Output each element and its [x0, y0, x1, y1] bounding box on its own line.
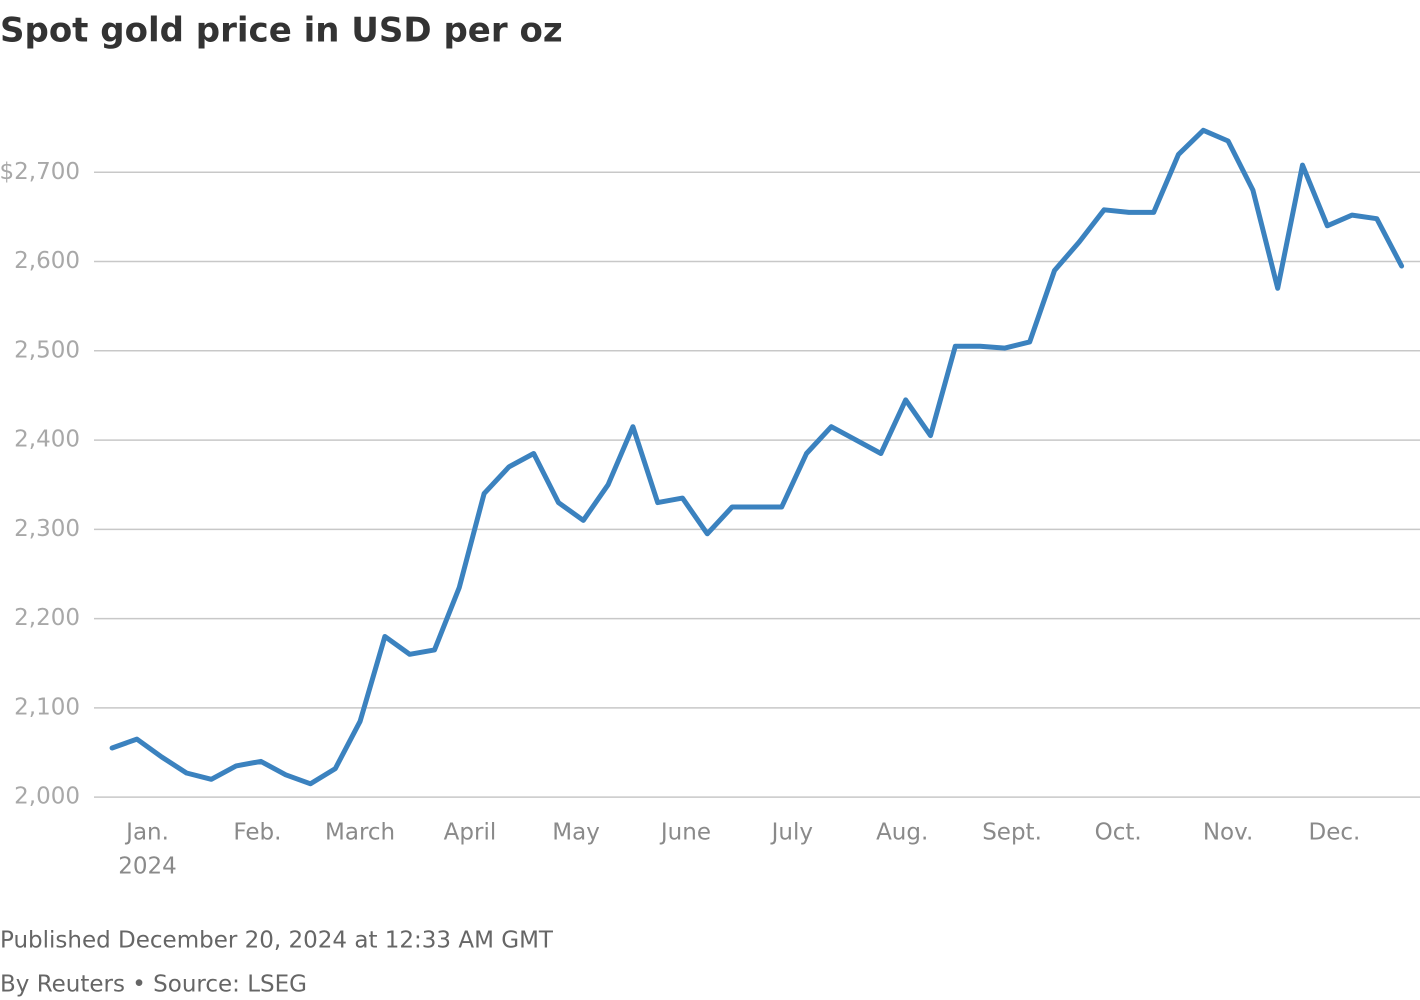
chart-title: Spot gold price in USD per oz [0, 11, 563, 51]
x-tick-label: Feb. [233, 820, 281, 846]
y-tick-label: 2,100 [14, 694, 80, 720]
x-tick-label: Dec. [1309, 820, 1361, 846]
x-tick-label: Oct. [1095, 820, 1142, 846]
x-tick-year: 2024 [118, 854, 177, 880]
y-tick-label: 2,200 [14, 605, 80, 631]
x-tick-label: April [444, 820, 497, 846]
x-tick-label: Sept. [982, 820, 1042, 846]
x-tick-label: July [770, 820, 813, 846]
published: Published December 20, 2024 at 12:33 AM … [0, 928, 554, 954]
x-tick-label: May [552, 820, 600, 846]
x-tick-label: Nov. [1203, 820, 1253, 846]
x-tick-label: Aug. [876, 820, 928, 846]
y-tick-label: 2,300 [14, 516, 80, 542]
price-line [109, 127, 1405, 787]
y-tick-label: 2,600 [14, 248, 80, 274]
y-tick-label: 2,500 [14, 337, 80, 363]
x-tick-label: Jan. [124, 820, 169, 846]
x-tick-label: March [325, 820, 395, 846]
y-tick-label: $2,700 [0, 159, 80, 185]
y-tick-label: 2,400 [14, 427, 80, 453]
source: By Reuters • Source: LSEG [0, 972, 307, 998]
y-tick-label: 2,000 [14, 784, 80, 810]
x-tick-label: June [659, 820, 711, 846]
